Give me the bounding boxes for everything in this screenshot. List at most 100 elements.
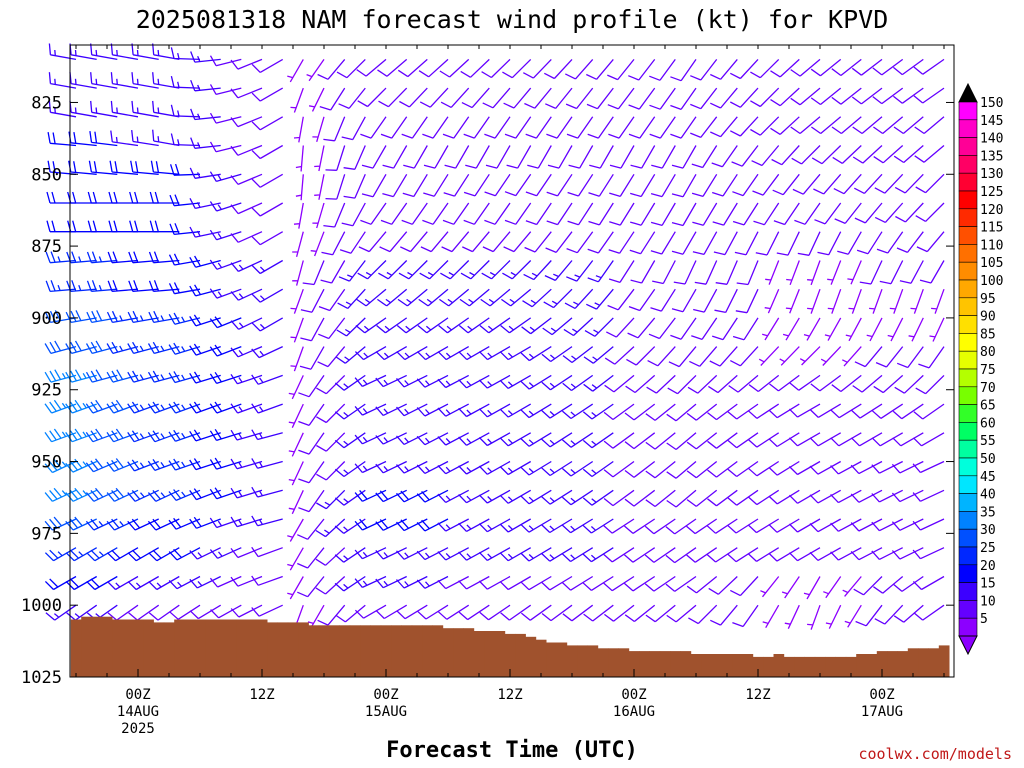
- wind-barb: [790, 116, 821, 135]
- wind-barb: [45, 280, 77, 293]
- wind-barb: [315, 576, 346, 595]
- ground-column: [577, 645, 588, 677]
- colorbar-swatch: [958, 333, 978, 352]
- wind-barb: [48, 72, 77, 89]
- x-tick-label: 12Z: [497, 687, 522, 703]
- wind-barb: [567, 202, 594, 226]
- wind-barb: [189, 458, 221, 471]
- ground-column: [298, 622, 309, 677]
- wind-barb: [686, 575, 718, 594]
- wind-barb: [396, 489, 428, 503]
- ground-column: [701, 654, 712, 677]
- wind-barb: [318, 317, 346, 340]
- wind-barb: [190, 108, 221, 121]
- wind-barb: [831, 116, 862, 135]
- wind-barb: [609, 173, 635, 198]
- wind-barb: [603, 518, 635, 534]
- wind-barb: [209, 201, 242, 212]
- wind-barb: [712, 202, 738, 226]
- wind-barb: [87, 191, 118, 204]
- wind-barb: [820, 346, 842, 366]
- wind-barb: [790, 87, 821, 106]
- wind-barb: [127, 489, 159, 502]
- wind-barb: [667, 374, 697, 395]
- wind-barb: [107, 280, 139, 293]
- wind-barb: [396, 346, 428, 361]
- chart-title: 2025081318 NAM forecast wind profile (kt…: [136, 5, 889, 34]
- wind-barb: [148, 310, 180, 324]
- wind-barb: [478, 547, 511, 561]
- wind-barb: [209, 547, 242, 559]
- wind-barb: [845, 317, 862, 342]
- wind-barb: [323, 116, 346, 142]
- wind-barb: [807, 260, 821, 286]
- wind-barb: [736, 260, 759, 286]
- wind-barb: [891, 547, 924, 560]
- wind-barb: [86, 280, 118, 293]
- wind-barb: [803, 576, 821, 600]
- colorbar-swatch: [958, 475, 978, 494]
- wind-barb: [896, 231, 924, 253]
- ground-column: [670, 651, 681, 677]
- ground-column: [256, 619, 268, 677]
- wind-barb: [561, 575, 594, 591]
- ground-column: [122, 619, 134, 677]
- wind-barb: [308, 87, 325, 112]
- wind-barb: [334, 547, 366, 563]
- ground-column: [329, 625, 340, 677]
- wind-barb: [708, 576, 738, 595]
- wind-barb: [439, 288, 470, 307]
- wind-barb: [168, 312, 201, 325]
- wind-barb: [357, 260, 387, 280]
- colorbar-label: 25: [980, 541, 996, 556]
- wind-barb: [459, 288, 490, 307]
- wind-barb: [168, 371, 201, 384]
- wind-barb: [608, 231, 635, 254]
- wind-barb: [850, 547, 883, 561]
- ground-column: [246, 619, 258, 677]
- wind-barb: [562, 604, 594, 622]
- wind-barb: [86, 575, 118, 591]
- wind-barb: [586, 58, 614, 80]
- ground-column: [205, 619, 216, 677]
- wind-barb: [209, 401, 242, 414]
- wind-barb: [339, 231, 366, 254]
- wind-barb: [872, 87, 904, 105]
- wind-barb: [106, 458, 139, 472]
- ground-column: [174, 619, 185, 677]
- ground-column: [422, 625, 433, 677]
- wind-barb: [397, 288, 428, 307]
- wind-barb: [502, 260, 532, 280]
- wind-barb: [797, 231, 821, 256]
- wind-barb: [251, 346, 283, 359]
- x-tick-label: 2025: [121, 721, 155, 737]
- wind-barb: [523, 260, 552, 281]
- wind-barb: [748, 374, 780, 393]
- wind-barb: [287, 576, 304, 600]
- y-tick-label: 875: [31, 237, 62, 257]
- wind-barb: [338, 87, 366, 109]
- wind-barb: [131, 72, 159, 89]
- colorbar-swatch: [958, 564, 978, 583]
- wind-barb: [544, 260, 573, 281]
- wind-barb: [623, 518, 656, 534]
- wind-barb: [108, 191, 138, 204]
- wind-barb: [437, 547, 470, 561]
- wind-barb: [803, 317, 821, 341]
- ground-column: [132, 619, 144, 677]
- wind-barb: [772, 173, 800, 196]
- wind-barb: [899, 260, 924, 284]
- wind-barb: [807, 288, 821, 314]
- wind-barb: [630, 145, 656, 169]
- wind-barb: [209, 84, 242, 96]
- wind-barb: [209, 229, 242, 241]
- ground-column: [515, 633, 526, 677]
- ground-column: [236, 619, 247, 677]
- wind-barb: [628, 288, 656, 312]
- wind-barb: [189, 226, 221, 238]
- wind-barb: [67, 191, 97, 204]
- y-tick-label: 1000: [21, 596, 62, 616]
- colorbar-label: 10: [980, 594, 996, 609]
- wind-barb: [525, 202, 552, 226]
- wind-barb: [859, 260, 883, 285]
